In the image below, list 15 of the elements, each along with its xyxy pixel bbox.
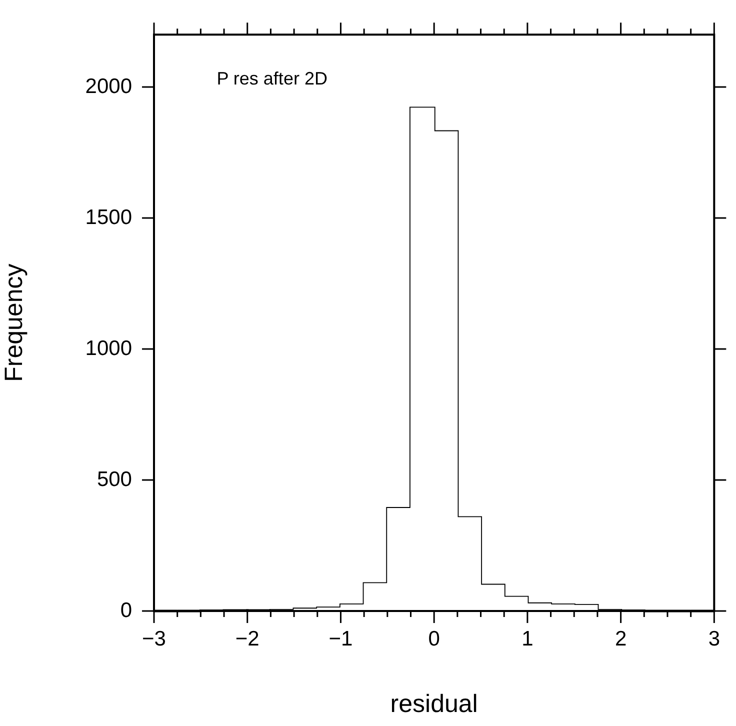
annotation: P res after 2D	[216, 68, 328, 89]
y-tick-label: 1500	[85, 206, 132, 229]
y-tick-label: 1000	[85, 336, 132, 360]
x-tick-label: 0	[428, 627, 440, 650]
y-axis-title: Frequency	[0, 263, 28, 382]
x-tick-label: −2	[235, 627, 260, 650]
x-axis-title: residual	[390, 690, 478, 718]
x-tick-label: 2	[614, 627, 627, 650]
x-tick-label: 1	[522, 627, 534, 650]
x-tick-label: −3	[142, 627, 166, 650]
y-tick-label: 2000	[85, 74, 132, 98]
y-tick-label: 0	[120, 598, 132, 622]
x-tick-label: −1	[328, 627, 353, 650]
x-tick-label: 3	[708, 627, 720, 650]
y-tick-label: 500	[96, 468, 132, 491]
